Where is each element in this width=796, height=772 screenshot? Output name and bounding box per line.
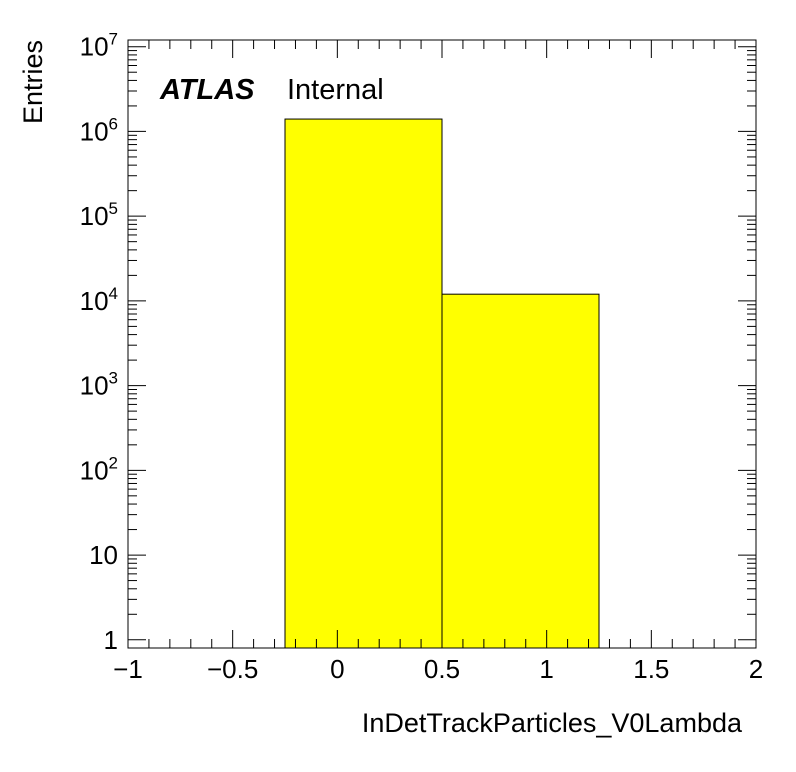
y-tick-label: 107 — [80, 30, 118, 62]
tick-labels-layer: −1 −0.5 0 0.5 1 1.5 2 1 10 102 103 104 105 106 107 — [80, 30, 764, 684]
y-tick-label: 10 — [89, 540, 118, 570]
y-tick-label: 102 — [80, 453, 118, 485]
bars-layer — [284, 118, 600, 649]
atlas-label: ATLAS — [159, 74, 255, 106]
histogram-bin-2 — [441, 293, 600, 649]
ticks-layer — [127, 40, 757, 648]
y-tick-label: 106 — [80, 114, 118, 146]
y-axis-title: Entries — [18, 40, 48, 124]
x-tick-label: 2 — [749, 654, 763, 684]
x-tick-label: −1 — [113, 654, 143, 684]
x-tick-label: 0.5 — [424, 654, 460, 684]
y-tick-label: 105 — [80, 199, 118, 231]
y-tick-label: 1 — [104, 625, 118, 655]
plot-frame — [127, 39, 757, 649]
x-tick-label: 1.5 — [633, 654, 669, 684]
histogram-bin-1 — [284, 118, 443, 649]
x-axis-title: InDetTrackParticles_V0Lambda — [362, 708, 743, 738]
x-tick-label: 0 — [330, 654, 344, 684]
x-tick-label: 1 — [539, 654, 553, 684]
y-tick-label: 104 — [80, 284, 118, 316]
y-tick-label: 103 — [80, 369, 118, 401]
status-label: Internal — [287, 74, 384, 106]
x-tick-label: −0.5 — [207, 654, 258, 684]
